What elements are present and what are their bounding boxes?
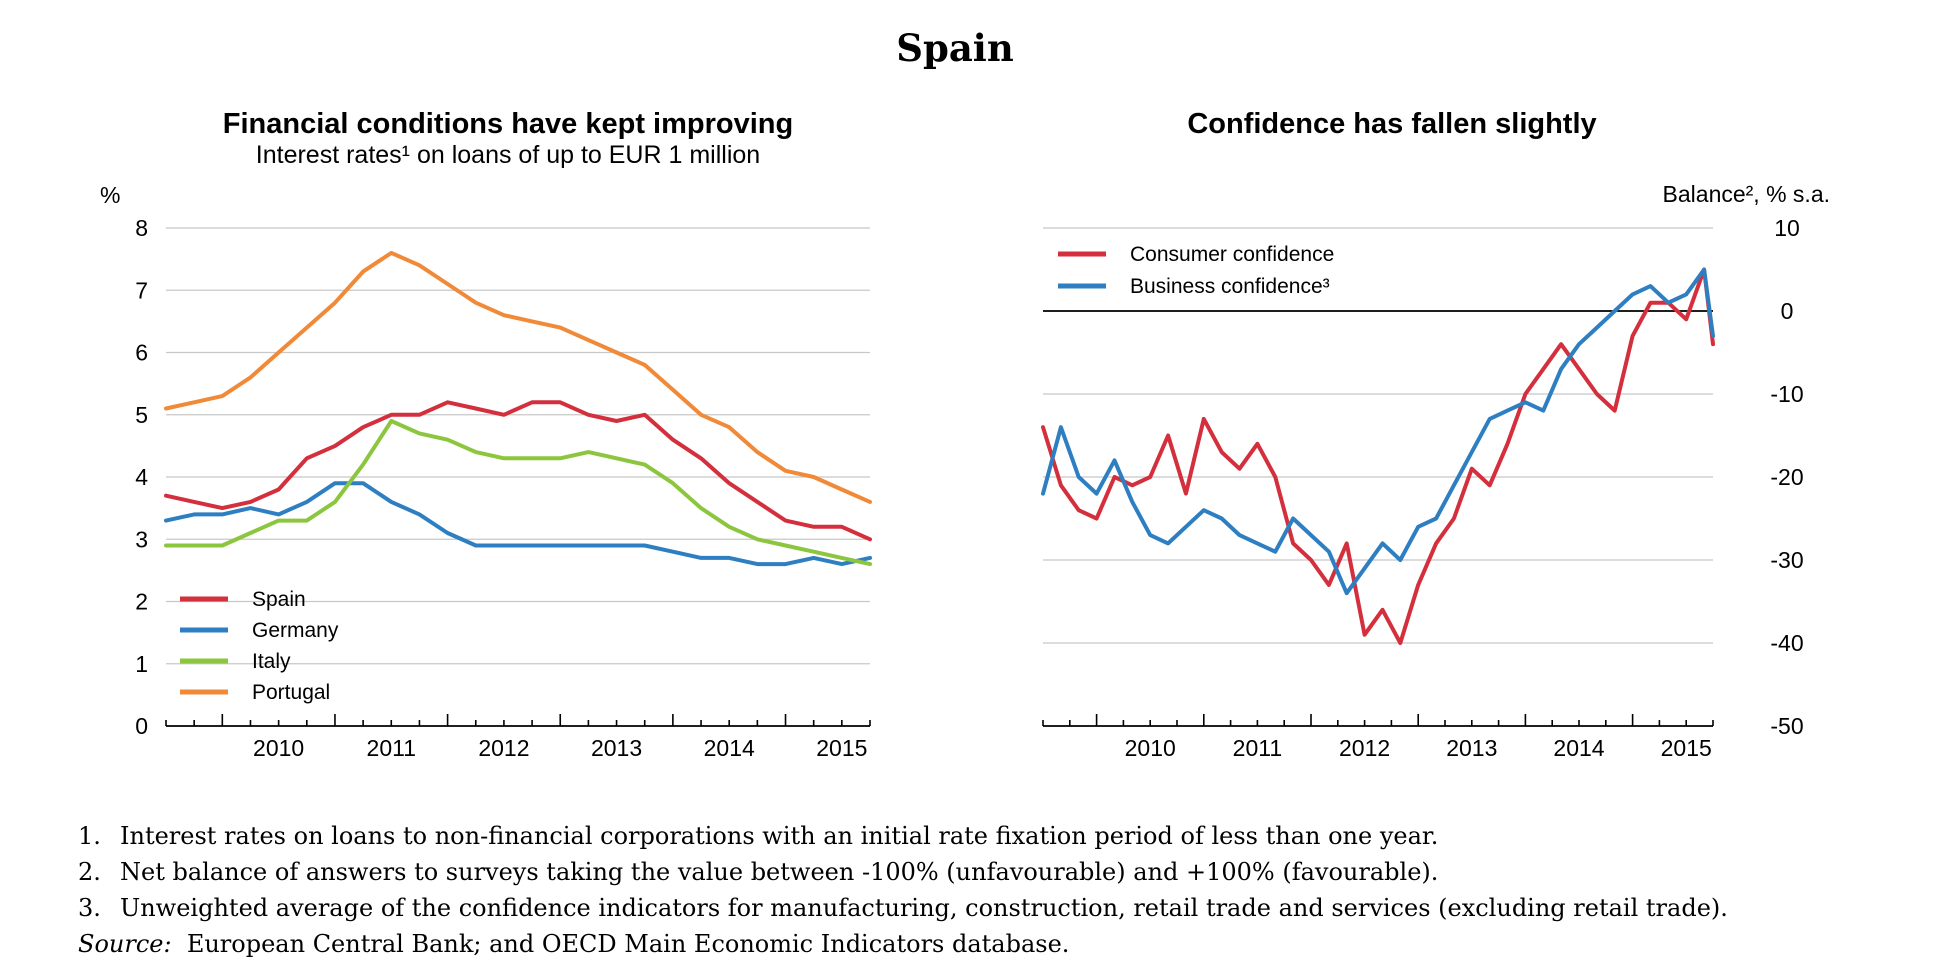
left-chart-panel: Financial conditions have kept improving…	[100, 108, 872, 761]
series-line-italy	[164, 419, 872, 567]
footnote-2: 2. Net balance of answers to surveys taki…	[78, 854, 1938, 890]
right-chart-panel: Confidence has fallen slightly Balance²,…	[1041, 108, 1830, 761]
figure-title: Spain	[896, 26, 1014, 70]
y-tick-label: -40	[1770, 630, 1803, 656]
footnote-text: Interest rates on loans to non-financial…	[120, 822, 1439, 850]
right-x-axis	[1042, 714, 1714, 727]
y-tick-label: 7	[135, 277, 148, 303]
x-tick-label: 2015	[1661, 735, 1712, 761]
x-tick-label: 2010	[1125, 735, 1176, 761]
source-label: Source:	[78, 930, 172, 958]
series-line-spain	[164, 400, 872, 542]
footnote-text: Unweighted average of the confidence ind…	[120, 894, 1728, 922]
right-x-tick-labels: 2010 2011 2012 2013 2014 2015	[1125, 735, 1712, 761]
left-chart-title: Financial conditions have kept improving	[223, 108, 793, 140]
y-tick-label: 6	[135, 340, 148, 366]
series-line-germany	[164, 481, 872, 567]
y-tick-label: 0	[1781, 298, 1794, 324]
legend-label: Business confidence³	[1130, 275, 1330, 298]
right-series-lines	[1041, 267, 1715, 645]
source-text: European Central Bank; and OECD Main Eco…	[186, 930, 1070, 958]
y-tick-label: 0	[135, 713, 148, 739]
x-tick-label: 2013	[1446, 735, 1497, 761]
y-tick-label: 10	[1774, 215, 1800, 241]
left-y-unit: %	[100, 182, 120, 208]
footnote-1: 1. Interest rates on loans to non-financi…	[78, 818, 1938, 854]
legend-label: Spain	[252, 588, 306, 611]
x-tick-label: 2011	[367, 735, 416, 761]
footnote-3: 3. Unweighted average of the confidence i…	[78, 890, 1938, 926]
y-tick-label: -20	[1770, 464, 1803, 490]
footnote-text: Net balance of answers to surveys taking…	[120, 858, 1439, 886]
left-gridlines	[166, 227, 870, 665]
source-note: Source: European Central Bank; and OECD …	[78, 926, 1938, 962]
legend-label: Portugal	[252, 681, 330, 704]
left-series-lines	[164, 250, 872, 567]
legend-label: Consumer confidence	[1130, 243, 1334, 266]
left-x-axis	[165, 714, 871, 727]
legend-label: Italy	[252, 650, 291, 673]
x-tick-label: 2015	[816, 735, 867, 761]
x-tick-label: 2012	[478, 735, 529, 761]
y-tick-label: 4	[135, 464, 148, 490]
footnote-number: 1.	[78, 822, 101, 850]
y-tick-label: 8	[135, 215, 148, 241]
series-line-consumer-confidence	[1041, 267, 1715, 645]
y-tick-label: -50	[1770, 713, 1803, 739]
right-chart-title: Confidence has fallen slightly	[1187, 108, 1596, 140]
x-tick-label: 2010	[253, 735, 304, 761]
x-tick-label: 2012	[1339, 735, 1390, 761]
figure-charts: Financial conditions have kept improving…	[100, 108, 1830, 761]
footnotes: 1. Interest rates on loans to non-financi…	[78, 818, 1938, 962]
left-chart-subtitle: Interest rates¹ on loans of up to EUR 1 …	[256, 141, 760, 169]
x-tick-label: 2014	[1553, 735, 1604, 761]
legend-label: Germany	[252, 619, 339, 642]
y-tick-label: 1	[135, 651, 148, 677]
y-tick-label: 2	[135, 589, 148, 615]
right-y-unit: Balance², % s.a.	[1663, 181, 1830, 207]
left-x-tick-labels: 2010 2011 2012 2013 2014 2015	[253, 735, 867, 761]
x-tick-label: 2011	[1233, 735, 1282, 761]
series-line-portugal	[164, 250, 872, 504]
left-y-tick-labels: 0 1 2 3 4 5 6 7 8	[135, 215, 148, 739]
y-tick-label: 5	[135, 402, 148, 428]
footnote-number: 3.	[78, 894, 101, 922]
left-legend: Spain Germany Italy Portugal	[180, 588, 339, 704]
series-line-business-confidence	[1041, 267, 1715, 596]
y-tick-label: -10	[1770, 381, 1803, 407]
y-tick-label: 3	[135, 526, 148, 552]
right-gridlines	[1043, 227, 1713, 644]
x-tick-label: 2014	[704, 735, 755, 761]
right-legend: Consumer confidence Business confidence³	[1058, 243, 1334, 298]
x-tick-label: 2013	[591, 735, 642, 761]
right-y-tick-labels: -50 -40 -30 -20 -10 0 10	[1770, 215, 1803, 739]
footnote-number: 2.	[78, 858, 101, 886]
y-tick-label: -30	[1770, 547, 1803, 573]
